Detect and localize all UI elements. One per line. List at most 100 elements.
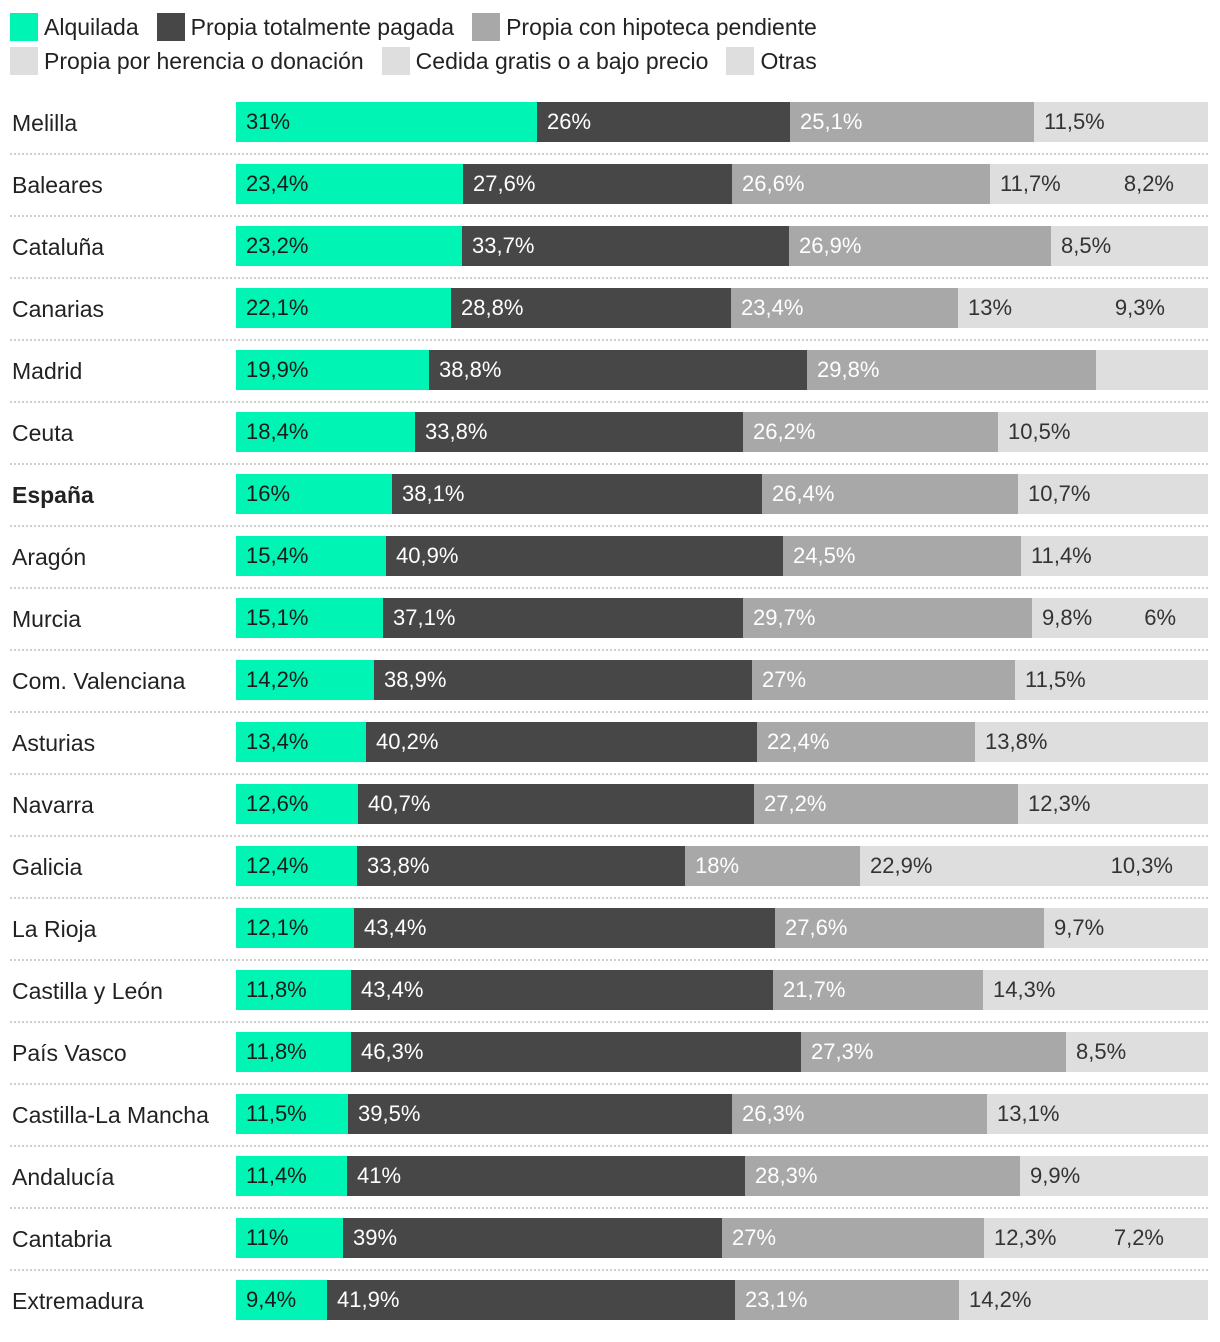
- bar-value-label: 14,3%: [993, 977, 1056, 1002]
- bar-value-label: 11%: [246, 1225, 289, 1250]
- row-label: Baleares: [12, 172, 103, 198]
- bar-segment: 18%: [685, 846, 860, 886]
- chart-row: Cataluña 23,2% 33,7% 26,9% 8,5%: [10, 226, 1208, 288]
- row-divider: [10, 587, 1208, 589]
- bar-segment: 12,6%: [236, 784, 358, 824]
- chart-row: Castilla y León 11,8% 43,4% 21,7% 14,3%: [10, 970, 1208, 1032]
- row-label: Galicia: [12, 854, 83, 880]
- legend-item: Propia por herencia o donación: [10, 44, 364, 78]
- bar-value-label: 9,7%: [1054, 915, 1105, 940]
- bar-track: 16% 38,1% 26,4% 10,7%: [236, 474, 1208, 514]
- bar-value-label: 24,5%: [793, 543, 856, 568]
- bar-value-label: 10,3%: [1110, 853, 1173, 878]
- bar-value-label: 29,7%: [753, 605, 816, 630]
- chart-row: Cantabria 11% 39% 27% 12,3% 7,2%: [10, 1218, 1208, 1280]
- bar-value-label: 18,4%: [246, 419, 309, 444]
- bar-value-label: 16%: [246, 481, 291, 506]
- bar-value-label: 38,9%: [384, 667, 447, 692]
- bar-segment: 31%: [236, 102, 537, 142]
- bar-segment: 18,4%: [236, 412, 415, 452]
- bar-value-label: 27,6%: [785, 915, 848, 940]
- bar-value-label: 8,2%: [1123, 171, 1174, 196]
- bar-segment: 13,8%: [975, 722, 1109, 762]
- chart-row: Canarias 22,1% 28,8% 23,4% 13% 9,3%: [10, 288, 1208, 350]
- bar-value-label: 12,4%: [246, 853, 309, 878]
- bar-segment: 19,9%: [236, 350, 429, 390]
- bar-segment: 33,8%: [357, 846, 685, 886]
- bar-segment: 41,9%: [327, 1280, 735, 1320]
- chart-row: Castilla-La Mancha 11,5% 39,5% 26,3% 13,1%: [10, 1094, 1208, 1156]
- bar-value-label: 11,4%: [1031, 543, 1092, 568]
- bar-segment: 28,3%: [745, 1156, 1020, 1196]
- legend-label: Alquilada: [44, 14, 139, 40]
- bar-value-label: 33,8%: [367, 853, 430, 878]
- bar-segment: 43,4%: [354, 908, 775, 948]
- row-divider: [10, 773, 1208, 775]
- legend-item: Propia totalmente pagada: [156, 10, 455, 44]
- row-label: Cantabria: [12, 1226, 112, 1252]
- bar-segment: [1096, 350, 1145, 390]
- bar-segment: 15,1%: [236, 598, 383, 638]
- bar-segment: 11,4%: [1021, 536, 1132, 576]
- bar-segment: 26,4%: [762, 474, 1018, 514]
- chart-row: Baleares 23,4% 27,6% 26,6% 11,7% 8,2%: [10, 164, 1208, 226]
- bar-segment: 11,7%: [990, 164, 1104, 204]
- bar-segment: 26%: [537, 102, 790, 142]
- bar-segment: 13,4%: [236, 722, 366, 762]
- row-label: La Rioja: [12, 916, 97, 942]
- bar-segment: 23,4%: [236, 164, 463, 204]
- bar-segment: 37,1%: [383, 598, 743, 638]
- bar-track: 11,4% 41% 28,3% 9,9%: [236, 1156, 1208, 1196]
- bar-value-label: 26,2%: [753, 419, 816, 444]
- row-divider: [10, 153, 1208, 155]
- bar-value-label: 12,3%: [994, 1225, 1057, 1250]
- row-divider: [10, 215, 1208, 217]
- bar-value-label: 19,9%: [246, 357, 309, 382]
- row-divider: [10, 711, 1208, 713]
- bar-value-label: 12,3%: [1028, 791, 1091, 816]
- bar-value-label: 11,5%: [246, 1101, 307, 1126]
- chart-row: Melilla 31% 26% 25,1% 11,5%: [10, 102, 1208, 164]
- row-label: Murcia: [12, 606, 82, 632]
- bar-segment: 8,5%: [1066, 1032, 1149, 1072]
- bar-segment: 39%: [343, 1218, 722, 1258]
- bar-value-label: 46,3%: [361, 1039, 424, 1064]
- bar-segment: 11,5%: [1015, 660, 1126, 700]
- bar-value-label: 10,5%: [1008, 419, 1071, 444]
- bar-segment: 11,8%: [236, 1032, 351, 1072]
- bar-segment: 12,1%: [236, 908, 354, 948]
- bar-value-label: 26,3%: [742, 1101, 805, 1126]
- bar-segment: 38,9%: [374, 660, 752, 700]
- legend-label: Propia totalmente pagada: [190, 14, 455, 40]
- bar-value-label: 8,5%: [1061, 233, 1112, 258]
- bar-segment: 6%: [1127, 598, 1186, 638]
- bar-segment: 33,7%: [462, 226, 789, 266]
- bar-value-label: 6%: [1144, 605, 1176, 630]
- bar-value-label: 29,8%: [817, 357, 880, 382]
- bar-segment: 39,5%: [348, 1094, 732, 1134]
- bar-value-label: 11,8%: [246, 977, 307, 1002]
- bar-value-label: 23,2%: [246, 233, 309, 258]
- bar-value-label: 40,7%: [368, 791, 431, 816]
- bar-segment: 15,4%: [236, 536, 386, 576]
- bar-segment: 23,4%: [731, 288, 958, 328]
- bar-segment: 12,3%: [1018, 784, 1138, 824]
- bar-value-label: 26,4%: [772, 481, 835, 506]
- bar-track: 19,9% 38,8% 29,8%: [236, 350, 1208, 390]
- bar-track: 31% 26% 25,1% 11,5%: [236, 102, 1208, 142]
- bar-track: 15,1% 37,1% 29,7% 9,8% 6%: [236, 598, 1208, 638]
- row-divider: [10, 277, 1208, 279]
- bar-segment: 16%: [236, 474, 392, 514]
- chart-row: Extremadura 9,4% 41,9% 23,1% 14,2%: [10, 1280, 1208, 1342]
- bar-segment: 26,6%: [732, 164, 990, 204]
- bar-segment: 40,2%: [366, 722, 757, 762]
- bar-value-label: 13,1%: [997, 1101, 1060, 1126]
- chart-row: Galicia 12,4% 33,8% 18% 22,9% 10,3%: [10, 846, 1208, 908]
- row-label: Cataluña: [12, 234, 105, 260]
- bar-segment: 26,3%: [732, 1094, 987, 1134]
- bar-value-label: 40,9%: [396, 543, 459, 568]
- bar-segment: 22,9%: [860, 846, 1083, 886]
- legend: Alquilada Propia totalmente pagada Propia …: [10, 10, 1200, 78]
- bar-segment: 27,6%: [775, 908, 1044, 948]
- bar-segment: 24,5%: [783, 536, 1021, 576]
